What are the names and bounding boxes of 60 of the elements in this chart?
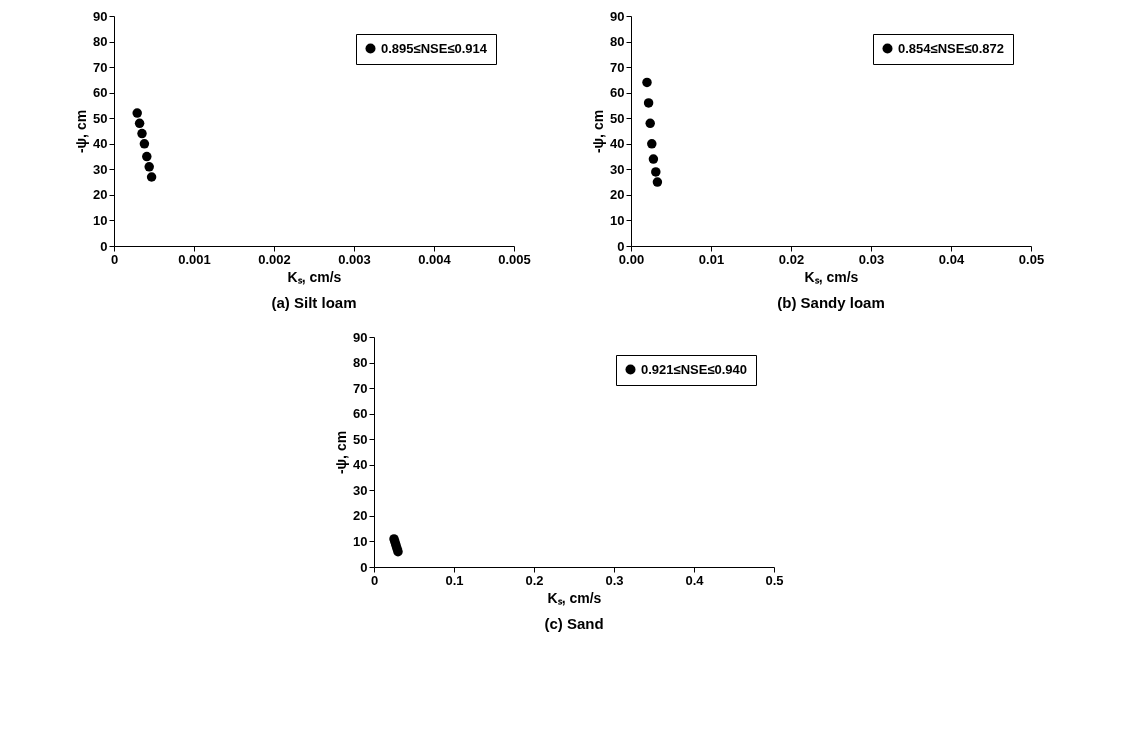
y-tick-label: 40	[610, 136, 625, 152]
y-tick-label: 80	[93, 34, 108, 50]
y-tick-label: 70	[93, 59, 108, 75]
x-axis-title: Kₛ, cm/s	[547, 589, 602, 606]
y-tick-label: 70	[353, 380, 368, 396]
legend-label: 0.921≤NSE≤0.940	[641, 361, 748, 377]
y-tick-label: 50	[610, 110, 625, 126]
y-tick-label: 0	[360, 559, 368, 575]
x-tick-label: 0.1	[445, 572, 464, 588]
y-tick-label: 30	[610, 161, 625, 177]
x-tick-label: 0.04	[938, 251, 965, 267]
x-tick-label: 0.005	[498, 251, 531, 267]
y-tick-label: 30	[353, 482, 368, 498]
y-tick-label: 60	[93, 85, 108, 101]
x-tick-label: 0.5	[765, 572, 784, 588]
y-tick-label: 80	[353, 355, 368, 371]
y-tick-label: 90	[353, 329, 368, 345]
y-tick-label: 90	[93, 8, 108, 24]
y-tick-label: 90	[610, 8, 625, 24]
y-axis-title: -ψ, cm	[590, 109, 607, 154]
y-tick-label: 80	[610, 34, 625, 50]
y-tick-label: 30	[93, 161, 108, 177]
legend-label: 0.895≤NSE≤0.914	[381, 40, 488, 56]
x-tick-label: 0.01	[698, 251, 725, 267]
x-tick-label: 0	[110, 251, 119, 267]
y-tick-label: 40	[353, 457, 368, 473]
text: (c) Sand	[544, 615, 604, 632]
x-tick-label: 0.05	[1018, 251, 1045, 267]
y-tick-label: 20	[93, 187, 108, 203]
y-tick-label: 60	[353, 406, 368, 422]
x-tick-label: 0	[370, 572, 379, 588]
text: (b) Sandy loam	[777, 294, 885, 311]
x-tick-label: 0.03	[858, 251, 885, 267]
y-tick-label: 50	[93, 110, 108, 126]
x-tick-label: 0.001	[178, 251, 211, 267]
x-tick-label: 0.02	[778, 251, 805, 267]
x-axis-title: Kₛ, cm/s	[287, 268, 342, 285]
y-tick-label: 20	[610, 187, 625, 203]
legend-label: 0.854≤NSE≤0.872	[898, 40, 1005, 56]
y-tick-label: 10	[353, 533, 368, 549]
x-tick-label: 0.003	[338, 251, 371, 267]
x-tick-label: 0.002	[258, 251, 291, 267]
x-axis-title: Kₛ, cm/s	[804, 268, 859, 285]
y-tick-label: 0	[100, 238, 108, 254]
y-tick-label: 10	[610, 212, 625, 228]
y-tick-label: 40	[93, 136, 108, 152]
x-tick-label: 0.2	[525, 572, 544, 588]
y-tick-label: 0	[617, 238, 625, 254]
y-tick-label: 60	[610, 85, 625, 101]
x-tick-label: 0.00	[618, 251, 645, 267]
y-tick-label: 20	[353, 508, 368, 524]
x-tick-label: 0.004	[418, 251, 452, 267]
x-tick-label: 0.3	[605, 572, 624, 588]
y-tick-label: 70	[610, 59, 625, 75]
text: (a) Silt loam	[271, 294, 357, 311]
y-axis-title: -ψ, cm	[73, 109, 90, 154]
y-tick-label: 50	[353, 431, 368, 447]
x-tick-label: 0.4	[685, 572, 705, 588]
y-tick-label: 10	[93, 212, 108, 228]
y-axis-title: -ψ, cm	[333, 430, 350, 475]
